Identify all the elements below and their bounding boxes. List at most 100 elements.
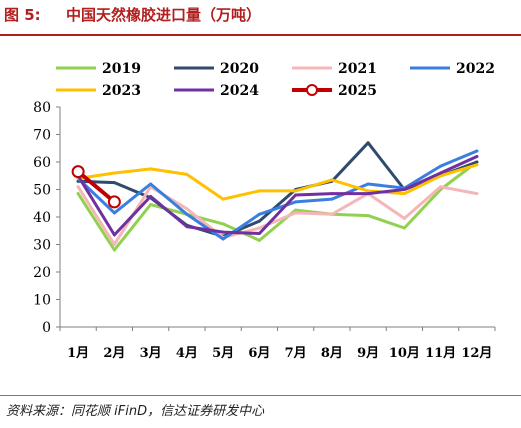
data-point-2023 <box>439 174 443 178</box>
x-tick-label: 6月 <box>248 346 270 361</box>
data-point-2019 <box>402 226 406 230</box>
data-point-2019 <box>149 203 153 207</box>
data-point-2024 <box>330 192 334 196</box>
data-point-2020 <box>112 181 116 185</box>
y-tick-label: 0 <box>42 320 51 336</box>
data-point-2022 <box>475 149 479 153</box>
data-point-2021 <box>185 207 189 211</box>
data-point-2019 <box>221 222 225 226</box>
y-tick-label: 10 <box>33 293 51 309</box>
data-point-2023 <box>149 167 153 171</box>
series-line-2019 <box>76 160 479 252</box>
y-tick-label: 40 <box>33 210 51 226</box>
data-point-2021 <box>294 211 298 215</box>
data-point-2022 <box>294 200 298 204</box>
data-point-2023 <box>257 189 261 193</box>
data-point-2019 <box>294 208 298 212</box>
data-point-2022 <box>149 182 153 186</box>
source-note: 资料来源：同花顺 iFinD，信达证券研发中心 <box>6 404 265 419</box>
legend-item-2022: 2022 <box>410 61 495 77</box>
legend-label: 2022 <box>456 61 495 77</box>
series-line-2023 <box>76 163 479 201</box>
legend-label: 2025 <box>338 83 377 99</box>
y-tick-label: 60 <box>33 155 51 171</box>
legend-label: 2023 <box>102 83 141 99</box>
y-tick-label: 20 <box>33 265 51 281</box>
data-point-2021 <box>475 192 479 196</box>
series-line-2022 <box>76 149 479 241</box>
data-point-2021 <box>330 212 334 216</box>
y-tick-label: 80 <box>33 100 51 116</box>
x-tick-label: 3月 <box>140 346 162 361</box>
data-point-2023 <box>402 192 406 196</box>
x-tick-label: 8月 <box>321 346 343 361</box>
legend-item-2021: 2021 <box>292 61 377 77</box>
chart-axes: 0 10 20 30 40 50 60 70 80 1月 2月 3月 4月 5月 6月 7月 8月 9月 10月 11… <box>33 100 496 361</box>
data-point-2025 <box>71 165 85 179</box>
data-point-2022 <box>330 197 334 201</box>
data-point-2020 <box>475 160 479 164</box>
x-tick-label: 12月 <box>461 346 492 361</box>
data-point-2024 <box>402 188 406 191</box>
data-point-2023 <box>330 178 334 182</box>
legend: 2019 2020 2021 2022 2023 2024 2025 <box>56 61 495 99</box>
legend-label: 2021 <box>338 61 377 77</box>
legend-label: 2024 <box>220 83 259 99</box>
legend-item-2020: 2020 <box>174 61 259 77</box>
legend-item-2024: 2024 <box>174 83 259 99</box>
legend-label: 2020 <box>220 61 259 77</box>
data-point-2025 <box>107 195 121 209</box>
series-line-2024 <box>76 155 479 237</box>
y-tick-label: 70 <box>33 128 51 144</box>
x-tick-label: 5月 <box>212 346 234 361</box>
data-point-2023 <box>112 171 116 175</box>
x-tick-label: 7月 <box>285 346 307 361</box>
series-2025 <box>71 165 121 209</box>
data-point-2024 <box>112 233 116 237</box>
data-point-2024 <box>185 225 189 229</box>
legend-marker <box>306 84 318 96</box>
data-point-2021 <box>257 226 261 230</box>
data-point-2024 <box>294 193 298 197</box>
data-point-2022 <box>257 212 261 216</box>
legend-item-2019: 2019 <box>56 61 141 77</box>
series-2023 <box>76 163 479 201</box>
x-tick-label: 9月 <box>357 346 379 361</box>
y-tick-label: 30 <box>33 238 51 254</box>
x-tick-label: 4月 <box>176 346 198 361</box>
data-point-2022 <box>366 182 370 186</box>
y-tick-label: 50 <box>33 183 51 199</box>
figure-title-bar: 图 5: 中国天然橡胶进口量（万吨） <box>0 0 521 36</box>
chart-series <box>71 141 479 252</box>
x-tick-label: 1月 <box>67 346 89 361</box>
x-tick-label: 11月 <box>425 346 456 361</box>
source-note-bar: 资料来源：同花顺 iFinD，信达证券研发中心 <box>0 395 521 428</box>
data-point-2021 <box>402 216 406 220</box>
legend-item-2025: 2025 <box>292 83 377 99</box>
legend-item-2023: 2023 <box>56 83 141 99</box>
x-tick-label: 10月 <box>389 346 420 361</box>
data-point-2024 <box>257 232 261 235</box>
data-point-2022 <box>185 212 189 216</box>
data-point-2023 <box>294 189 298 193</box>
x-tick-label: 2月 <box>103 346 125 361</box>
data-point-2022 <box>112 211 116 215</box>
data-point-2023 <box>185 172 189 176</box>
legend-label: 2019 <box>102 61 141 77</box>
data-point-2020 <box>257 219 261 223</box>
series-line-2021 <box>76 185 479 246</box>
data-point-2021 <box>439 185 443 189</box>
data-point-2021 <box>112 243 116 246</box>
data-point-2020 <box>366 141 370 145</box>
data-point-2021 <box>76 185 80 189</box>
data-point-2019 <box>112 248 116 252</box>
data-point-2024 <box>366 192 370 196</box>
data-point-2023 <box>366 189 370 193</box>
data-point-2024 <box>221 230 225 234</box>
series-line-2025 <box>76 169 117 204</box>
data-point-2019 <box>257 238 261 242</box>
data-point-2024 <box>149 194 153 198</box>
figure-label: 图 5: <box>4 6 41 24</box>
figure-title: 中国天然橡胶进口量（万吨） <box>66 6 262 24</box>
data-point-2022 <box>439 164 443 168</box>
